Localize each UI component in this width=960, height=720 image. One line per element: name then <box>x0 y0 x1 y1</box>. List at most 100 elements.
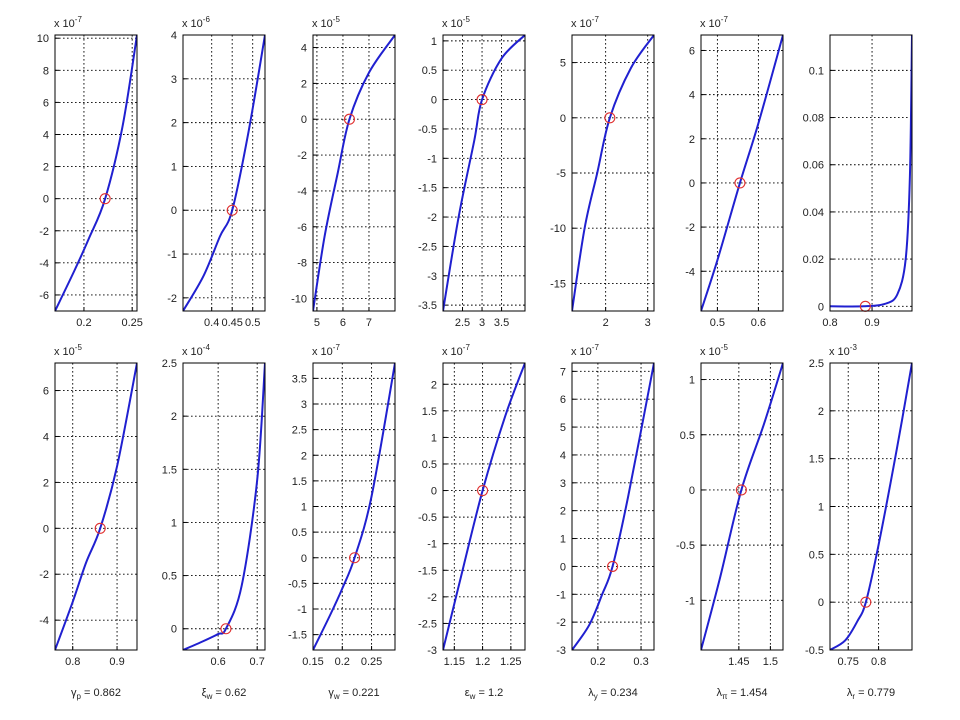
y-tick-label: 1 <box>689 375 695 387</box>
y-tick-label: 0.5 <box>680 430 695 442</box>
x-tick-label: 0.5 <box>245 317 260 329</box>
series-line <box>55 35 137 311</box>
plot-area <box>443 363 525 650</box>
y-tick-label: 0 <box>301 114 307 126</box>
steady-state-marker <box>94 522 106 534</box>
subplot-r1-c3: 1.15 1.2 1.25 -3 -2.5 -2 -1.5 -1 -0.5 0 0.5 1 1.5 2 x … <box>418 343 526 668</box>
y-tick-label: -0.5 <box>676 540 695 552</box>
y-tick-label: -3 <box>556 645 566 657</box>
y-tick-label: 2 <box>171 411 177 423</box>
y-tick-label: 1 <box>171 517 177 529</box>
y-tick-label: 0.5 <box>162 571 177 583</box>
axis-scale-exponent: -5 <box>463 15 471 24</box>
parameter-symbol: λ <box>847 687 853 699</box>
axis-scale-base: x 10 <box>54 346 75 358</box>
y-tick-label: 7 <box>560 366 566 378</box>
parameter-subscript: w <box>206 692 213 701</box>
y-tick-label: 1.5 <box>162 464 177 476</box>
subplot-r0-c2: 5 6 7 -10 -8 -6 -4 -2 0 2 4 x 10-5 <box>291 15 396 329</box>
steady-state-marker <box>220 623 232 635</box>
y-tick-label: 2 <box>43 477 49 489</box>
y-tick-label: -0.5 <box>418 512 437 524</box>
x-tick-label: 0.3 <box>633 656 648 668</box>
parameter-label: λr = 0.779 <box>847 687 895 701</box>
y-tick-label: 1 <box>560 534 566 546</box>
series-line <box>313 363 395 650</box>
y-tick-label: -4 <box>297 186 307 198</box>
y-tick-label: -6 <box>39 290 49 302</box>
axes-frame <box>571 34 655 312</box>
y-tick-label: 2 <box>301 78 307 90</box>
parameter-symbol: γ <box>328 687 334 699</box>
parameter-value: = 1.2 <box>475 687 503 699</box>
axis-scale-label: x 10-4 <box>182 343 210 358</box>
parameter-value: = 0.862 <box>81 687 121 699</box>
axis-scale-base: x 10 <box>571 18 592 30</box>
y-tick-label: 0 <box>431 486 437 498</box>
y-tick-label: 0 <box>560 561 566 573</box>
steady-state-marker <box>607 560 619 572</box>
axis-scale-exponent: -7 <box>75 15 83 24</box>
subplot-r0-c4: 2 3 -15 -10 -5 0 5 x 10-7 <box>550 15 655 329</box>
axis-scale-label: x 10-5 <box>54 343 82 358</box>
parameter-subscript: w <box>469 692 476 701</box>
axis-scale-label: x 10-7 <box>312 343 340 358</box>
parameter-value: = 0.62 <box>212 687 246 699</box>
axis-scale-label: x 10-7 <box>571 15 599 30</box>
series-line <box>313 35 395 311</box>
axis-scale-exponent: -4 <box>203 343 211 352</box>
steady-state-marker <box>476 94 488 106</box>
axis-scale-label: x 10-7 <box>442 343 470 358</box>
y-tick-label: 0.1 <box>809 65 824 77</box>
parameter-symbol: γ <box>71 687 77 699</box>
y-tick-label: 0 <box>171 624 177 636</box>
subplot-r0-c6: 0.8 0.9 0 0.02 0.04 0.06 0.08 0.1 <box>803 34 913 329</box>
y-tick-label: 0 <box>689 485 695 497</box>
y-tick-label: 0 <box>560 113 566 125</box>
y-tick-label: 2 <box>431 379 437 391</box>
axis-scale-exponent: -5 <box>333 15 341 24</box>
x-tick-label: 0.8 <box>871 656 886 668</box>
axis-scale-exponent: -3 <box>850 343 858 352</box>
axes-frame <box>700 362 784 651</box>
subplot-r0-c3: 2.5 3 3.5 -3.5 -3 -2.5 -2 -1.5 -1 -0.5 0 0.5 1 x 10-5 <box>418 15 526 329</box>
parameter-value: = 1.454 <box>727 687 767 699</box>
x-tick-label: 3.5 <box>494 317 509 329</box>
y-tick-label: 5 <box>560 422 566 434</box>
y-tick-label: -0.5 <box>805 645 824 657</box>
y-tick-label: -1 <box>427 153 437 165</box>
x-tick-label: 0.75 <box>838 656 859 668</box>
y-tick-label: 0.08 <box>803 113 824 125</box>
x-tick-label: 0.5 <box>710 317 725 329</box>
y-tick-label: 0.02 <box>803 254 824 266</box>
x-tick-label: 1.5 <box>763 656 778 668</box>
y-tick-label: -1.5 <box>288 630 307 642</box>
y-tick-label: 1 <box>431 432 437 444</box>
y-tick-label: 6 <box>43 97 49 109</box>
axis-scale-base: x 10 <box>700 18 721 30</box>
y-tick-label: 4 <box>43 431 49 443</box>
y-tick-label: -2 <box>167 293 177 305</box>
subplot-r1-c4: 0.2 0.3 -3 -2 -1 0 1 2 3 4 5 6 7 x 10-7 <box>556 343 655 668</box>
y-tick-label: 0.5 <box>422 65 437 77</box>
axis-scale-label: x 10-7 <box>700 15 728 30</box>
y-tick-label: 2 <box>171 118 177 130</box>
y-tick-label: 8 <box>43 65 49 77</box>
y-tick-label: 2 <box>560 506 566 518</box>
y-tick-label: -15 <box>550 278 566 290</box>
axes-frame <box>182 34 266 312</box>
y-tick-label: 0.5 <box>809 549 824 561</box>
subplot-r1-c2: 0.15 0.2 0.25 -1.5 -1 -0.5 0 0.5 1 1.5 2 2.5 3 3.5 x 1… <box>288 343 396 668</box>
parameter-subscript: p <box>76 692 81 701</box>
y-tick-label: 4 <box>560 450 566 462</box>
parameter-value: = 0.779 <box>855 687 895 699</box>
axis-scale-label: x 10-3 <box>829 343 857 358</box>
axes-frame <box>312 34 396 312</box>
parameter-symbol: λ <box>716 687 722 699</box>
plot-area <box>443 35 525 311</box>
x-tick-label: 0.9 <box>109 656 124 668</box>
x-tick-label: 7 <box>366 317 372 329</box>
y-tick-label: -10 <box>291 293 307 305</box>
